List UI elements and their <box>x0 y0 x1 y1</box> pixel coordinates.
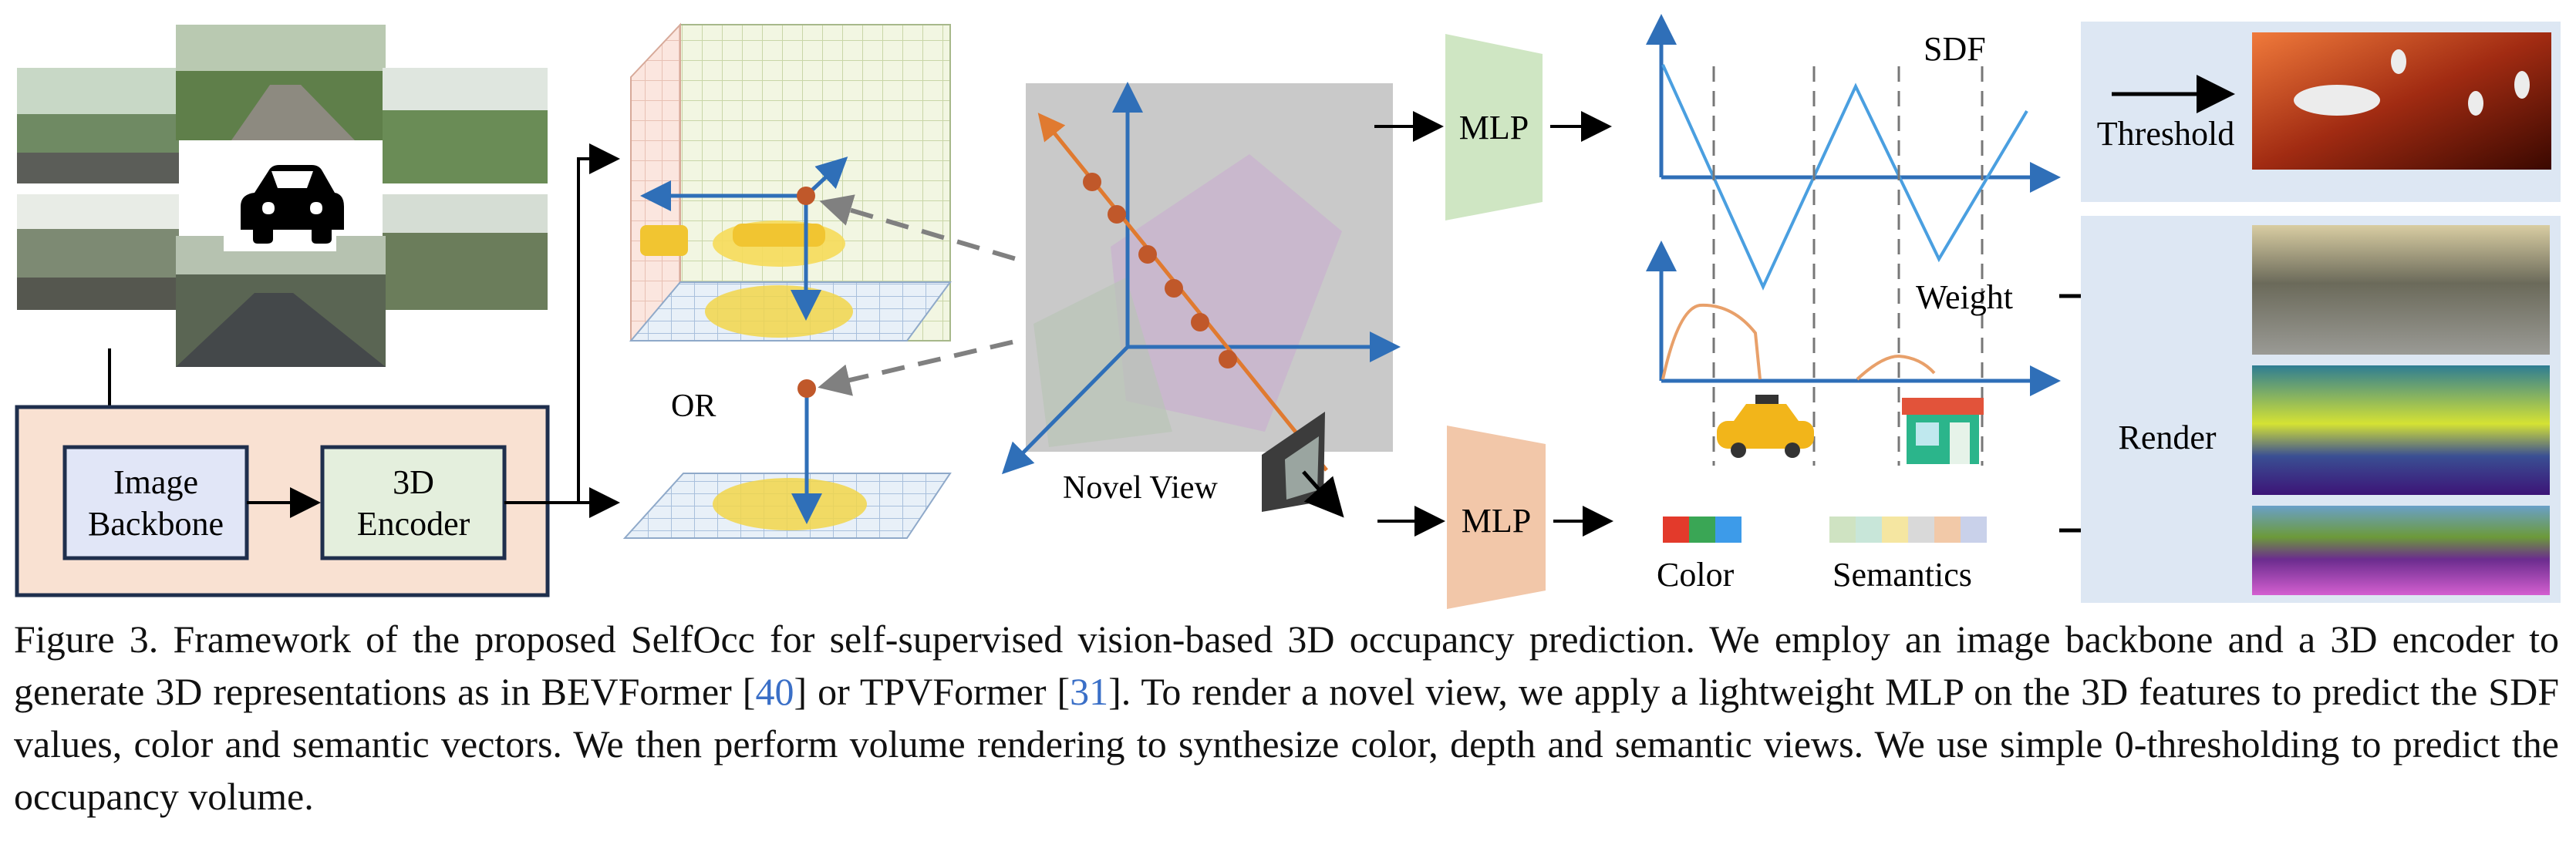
semantics-label: Semantics <box>1833 556 1972 594</box>
mlp-bottom-label: MLP <box>1462 502 1531 540</box>
query-point-bev <box>797 379 816 398</box>
image-backbone-label-1: Image <box>113 463 198 501</box>
figure-caption: Figure 3. Framework of the proposed Self… <box>14 613 2559 823</box>
weight-label: Weight <box>1916 278 2013 316</box>
weight-plot <box>1646 241 2061 464</box>
novel-view-scene <box>1001 82 1401 518</box>
citation-40[interactable]: 40 <box>755 670 794 713</box>
mlp-top <box>1445 34 1543 220</box>
taxi-icon <box>1717 395 1814 458</box>
rendered-color-view <box>2252 225 2550 355</box>
semantic-swatches <box>1829 517 1987 543</box>
bev-plane-representation <box>622 379 952 539</box>
image-backbone-label-2: Backbone <box>88 505 224 543</box>
car-icon <box>241 165 344 244</box>
caption-text-c: ]. To render a novel view, we apply a li… <box>14 670 2559 818</box>
encoder-3d-label-1: 3D <box>393 463 434 501</box>
voxel-grid-representation <box>629 22 952 342</box>
sdf-plot <box>1646 14 2061 466</box>
framework-figure: Image Backbone 3D Encoder OR <box>15 14 2561 609</box>
caption-text-a: Framework of the proposed SelfOcc for se… <box>14 617 2560 713</box>
figure-number: Figure 3. <box>14 617 159 661</box>
mlp-top-label: MLP <box>1459 109 1529 146</box>
or-label: OR <box>671 389 716 424</box>
image-backbone-box <box>62 445 249 560</box>
camera-images <box>17 25 548 367</box>
query-point-voxel <box>797 187 815 205</box>
weight-curve <box>1661 303 1936 381</box>
sdf-curve <box>1661 64 2028 291</box>
color-swatches <box>1663 517 1741 543</box>
render-label: Render <box>2118 419 2216 456</box>
encoder-3d-label-2: Encoder <box>357 505 470 543</box>
citation-31[interactable]: 31 <box>1070 670 1109 713</box>
novel-view-label: Novel View <box>1063 470 1219 506</box>
rendered-depth-view <box>2252 365 2550 495</box>
mlp-bottom <box>1447 426 1546 609</box>
rendered-semantic-view <box>2252 506 2550 595</box>
color-label: Color <box>1657 556 1735 594</box>
encoder-3d-box <box>320 445 507 560</box>
threshold-label: Threshold <box>2097 115 2234 153</box>
shop-icon <box>1902 398 1984 464</box>
caption-text-b: ] or TPVFormer [ <box>794 670 1071 713</box>
sdf-label: SDF <box>1924 30 1986 68</box>
